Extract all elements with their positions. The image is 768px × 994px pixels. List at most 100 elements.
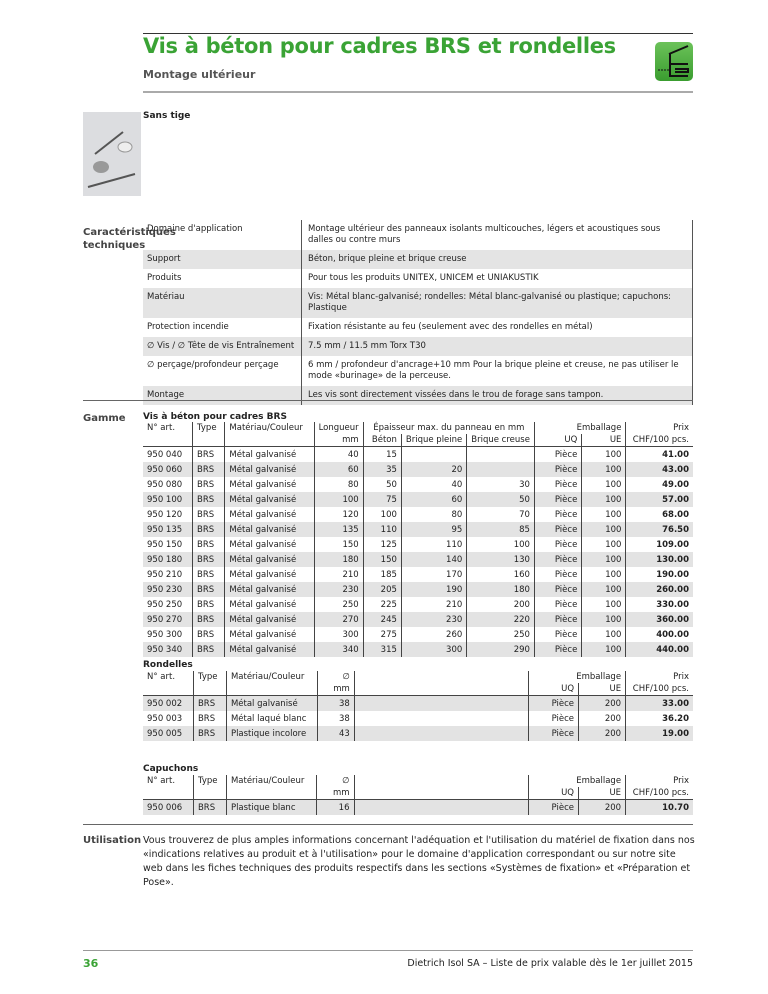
table-cell: Pièce: [533, 492, 582, 507]
table-cell: 950 340: [143, 642, 193, 657]
table-cell: 100: [581, 446, 626, 462]
table-cell: 57.00: [625, 492, 693, 507]
table-cell: 43.00: [625, 462, 693, 477]
col-ue: UE: [581, 434, 626, 447]
col-art: N° art.: [147, 776, 176, 786]
table-cell: 140: [400, 552, 467, 567]
col-price: Prix: [625, 422, 693, 434]
table-cell: 80: [400, 507, 467, 522]
table-cell: 100: [581, 552, 626, 567]
table-cell: Métal galvanisé: [225, 695, 318, 711]
table-cell: 100: [581, 567, 626, 582]
table-row: 950 100 BRS Métal galvanisé 100 75 60 50 Pièce 1…: [143, 492, 693, 507]
table-cell: 190: [400, 582, 467, 597]
table-cell: 200: [578, 695, 626, 711]
top-rule: [143, 33, 693, 34]
table-cell: 100: [581, 522, 626, 537]
page-title: Vis à béton pour cadres BRS et rondelles: [143, 34, 616, 58]
spec-key: Support: [143, 250, 302, 269]
table-cell: 950 135: [143, 522, 193, 537]
table-cell: 38: [316, 711, 355, 726]
table-cell: 260.00: [625, 582, 693, 597]
table-cell: Métal galvanisé: [224, 627, 315, 642]
table-cell: 100: [581, 492, 626, 507]
table-cell: 270: [313, 612, 364, 627]
header-row: N° art. Type Matériau/Couleur ∅ Emballage Pri…: [143, 775, 693, 787]
spec-key: ∅ perçage/profondeur perçage: [143, 356, 302, 386]
table-cell: 950 002: [143, 695, 194, 711]
table-cell: 100: [313, 492, 364, 507]
table-cell: 49.00: [625, 477, 693, 492]
table-cell: 125: [362, 537, 402, 552]
table-cell: 150: [313, 537, 364, 552]
table-cell: Métal galvanisé: [224, 567, 315, 582]
spec-row: Protection incendie Fixation résistante a…: [143, 318, 693, 337]
col-mm: mm: [316, 683, 355, 696]
table-cell: Pièce: [533, 582, 582, 597]
table-cell: 250: [313, 597, 364, 612]
table-cell: BRS: [192, 522, 225, 537]
table-cell: Pièce: [533, 642, 582, 657]
col-beton: Béton: [362, 434, 402, 447]
table-cell: [400, 446, 467, 462]
spec-key: ∅ Vis / ∅ Tête de vis Entraînement: [143, 337, 302, 356]
capuchons-title: Capuchons: [143, 764, 199, 774]
table-cell: Métal galvanisé: [224, 522, 315, 537]
col-mat: Matériau/Couleur: [225, 671, 318, 683]
spacer: [225, 683, 318, 696]
col-prix: Prix: [625, 775, 693, 787]
table-cell: 950 180: [143, 552, 193, 567]
spec-value: Les vis sont directement vissées dans le…: [302, 386, 693, 405]
col-art: N° art.: [147, 423, 176, 433]
utilisation-text: Vous trouverez de plus amples informatio…: [143, 835, 695, 888]
table-cell: 135: [313, 522, 364, 537]
table-cell: 230: [313, 582, 364, 597]
table-cell: 100: [581, 597, 626, 612]
table-cell: 225: [362, 597, 402, 612]
table-cell: BRS: [192, 446, 225, 462]
table-cell: 19.00: [625, 726, 693, 741]
table-cell: BRS: [192, 492, 225, 507]
col-art: N° art.: [147, 672, 176, 682]
gamme-section-label: Gamme: [83, 413, 126, 424]
col-ue: UE: [577, 787, 626, 800]
table-cell: 950 230: [143, 582, 193, 597]
table-cell: 35: [362, 462, 402, 477]
table-cell: 300: [313, 627, 364, 642]
table-cell: BRS: [192, 507, 225, 522]
table-cell: 205: [362, 582, 402, 597]
col-thickness: Épaisseur max. du panneau en mm: [362, 422, 535, 434]
spec-value: Fixation résistante au feu (seulement av…: [302, 318, 693, 337]
table-cell: Métal galvanisé: [224, 446, 315, 462]
table-cell: 100: [581, 627, 626, 642]
table-cell: 950 150: [147, 539, 183, 550]
spacer: [143, 787, 193, 800]
table-cell: 290: [466, 642, 535, 657]
table-cell: 275: [362, 627, 402, 642]
table-cell: 185: [362, 567, 402, 582]
table-row: 950 080 BRS Métal galvanisé 80 50 40 30 Pièce 10…: [143, 477, 693, 492]
header-row: N° art. Type Matériau/Couleur ∅ Emballage Pri…: [143, 671, 693, 683]
table-cell: 100: [581, 612, 626, 627]
product-photo: [83, 112, 141, 196]
table-cell: 180: [466, 582, 535, 597]
variant-label: Sans tige: [143, 111, 191, 121]
col-brique-pleine: Brique pleine: [400, 434, 467, 447]
capuchons-table: N° art. Type Matériau/Couleur ∅ Emballage Pri…: [143, 775, 693, 815]
spacer: [192, 787, 227, 800]
table-cell: BRS: [192, 552, 225, 567]
table-cell: 100: [581, 477, 626, 492]
table-cell: 75: [362, 492, 402, 507]
table-cell: 950 006: [143, 799, 194, 815]
table-cell: Métal laqué blanc: [225, 711, 318, 726]
col-mm: mm: [316, 787, 354, 800]
utilisation-section-label: Utilisation: [83, 835, 142, 846]
table-cell: 170: [400, 567, 467, 582]
spacer: [143, 683, 193, 696]
table-cell: 250: [466, 627, 535, 642]
table-row: 950 005 BRS Plastique incolore 43 Pièce 200 19…: [143, 726, 693, 741]
rondelles-title: Rondelles: [143, 660, 193, 670]
table-cell: 68.00: [625, 507, 693, 522]
table-cell: Métal galvanisé: [224, 507, 315, 522]
table-cell: 36.20: [625, 711, 693, 726]
